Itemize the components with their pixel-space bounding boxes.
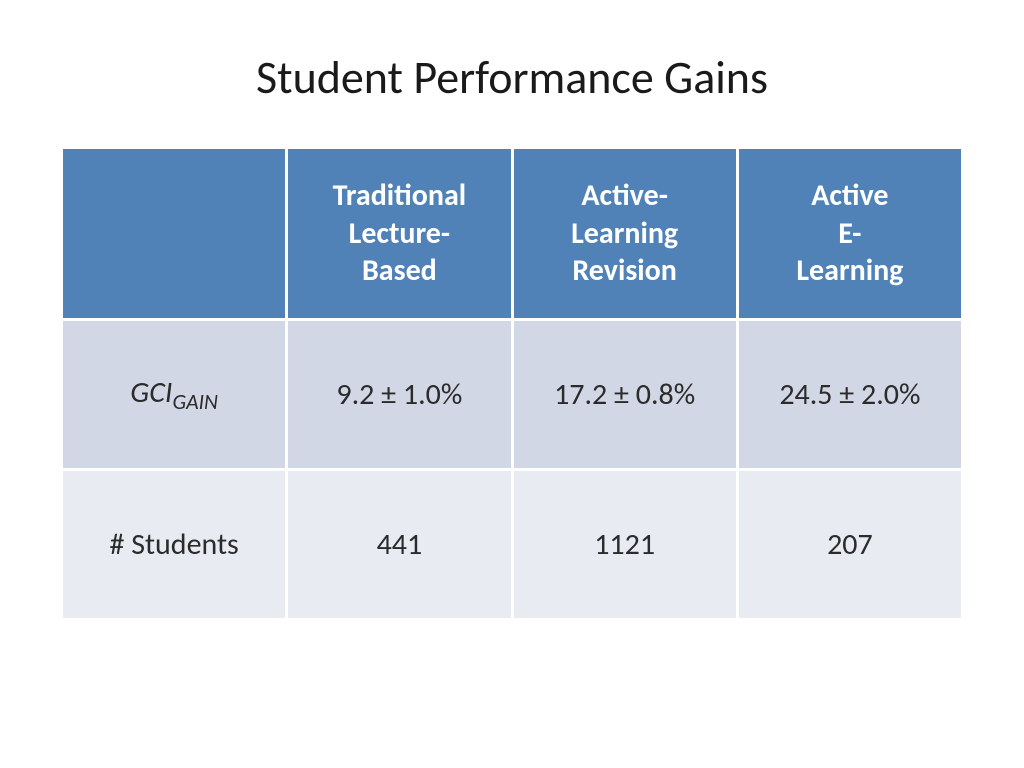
table-cell: 17.2 ± 0.8%	[512, 319, 737, 469]
row-label-gci: GCIGAIN	[62, 319, 287, 469]
row-label-students: # Students	[62, 469, 287, 619]
table-header-blank	[62, 148, 287, 320]
table-header-col2: Active-LearningRevision	[512, 148, 737, 320]
table-cell: 9.2 ± 1.0%	[287, 319, 512, 469]
page-title: Student Performance Gains	[60, 50, 964, 106]
table-header-col3: ActiveE-Learning	[737, 148, 962, 320]
performance-table: TraditionalLecture-Based Active-Learning…	[60, 146, 964, 621]
slide-container: Student Performance Gains TraditionalLec…	[0, 0, 1024, 768]
gci-subscript: GAIN	[172, 388, 217, 415]
table-cell: 1121	[512, 469, 737, 619]
table-cell: 441	[287, 469, 512, 619]
table-cell: 24.5 ± 2.0%	[737, 319, 962, 469]
table-row: GCIGAIN 9.2 ± 1.0% 17.2 ± 0.8% 24.5 ± 2.…	[62, 319, 963, 469]
table-row: # Students 441 1121 207	[62, 469, 963, 619]
table-header-row: TraditionalLecture-Based Active-Learning…	[62, 148, 963, 320]
gci-main: GCI	[130, 374, 172, 411]
table-cell: 207	[737, 469, 962, 619]
table-header-col1: TraditionalLecture-Based	[287, 148, 512, 320]
